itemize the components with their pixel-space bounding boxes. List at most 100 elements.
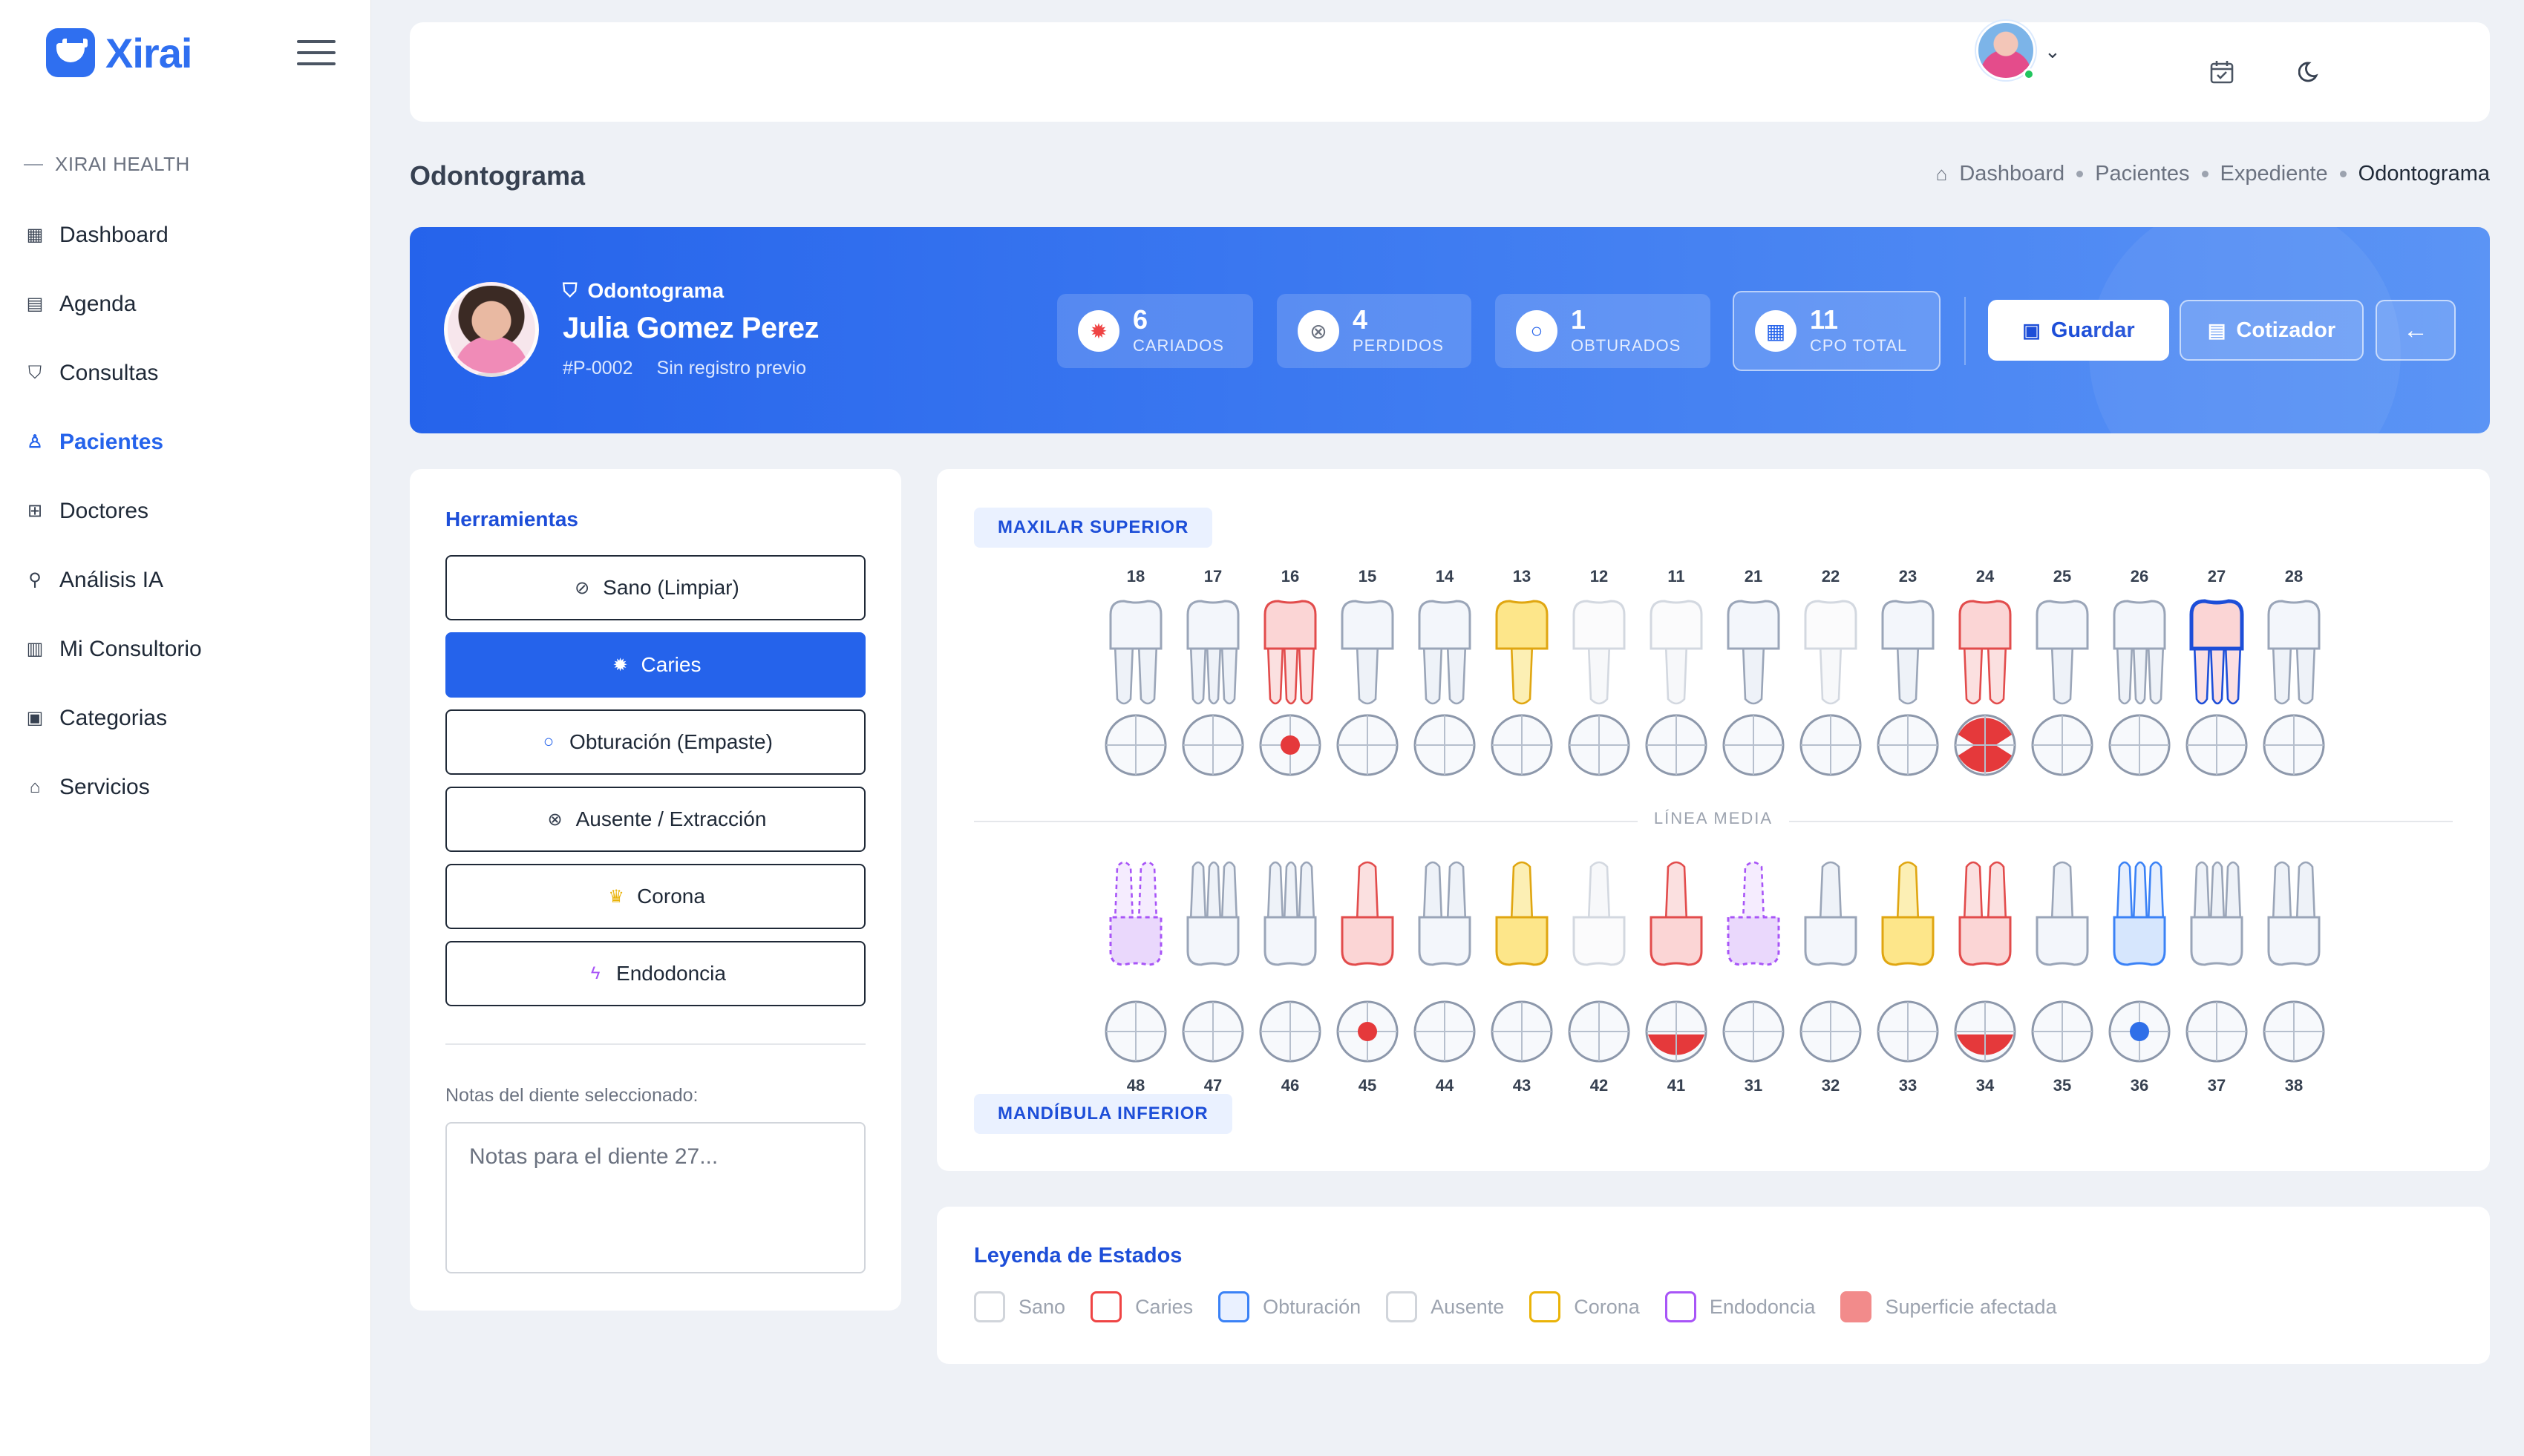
tooth-shape[interactable]: [2261, 597, 2327, 708]
tooth-shape[interactable]: [2184, 858, 2249, 969]
tooth-shape[interactable]: [1412, 858, 1477, 969]
calendar-check-icon[interactable]: [2203, 53, 2240, 91]
menu-toggle-icon[interactable]: [297, 40, 336, 67]
tooth-shape[interactable]: [1489, 858, 1554, 969]
tooth-shape[interactable]: [1875, 597, 1941, 708]
tooth-shape[interactable]: [1335, 858, 1400, 969]
tooth-surface-diagram[interactable]: [1798, 999, 1863, 1064]
tooth-surface-diagram[interactable]: [1489, 999, 1554, 1064]
tooth-shape[interactable]: [1721, 858, 1786, 969]
tooth-shape[interactable]: [1566, 597, 1632, 708]
tooth-23[interactable]: 23: [1875, 567, 1941, 800]
tooth-surface-diagram[interactable]: [1335, 999, 1400, 1064]
tooth-22[interactable]: 22: [1798, 567, 1863, 800]
dark-mode-moon-icon[interactable]: [2292, 53, 2330, 91]
tool-virus-button[interactable]: ✹ Caries: [445, 632, 866, 698]
tooth-17[interactable]: 17: [1180, 567, 1246, 800]
save-button[interactable]: ▣ Guardar: [1988, 300, 2169, 361]
tooth-surface-diagram[interactable]: [1103, 712, 1168, 778]
tool-x-circle-button[interactable]: ⊗ Ausente / Extracción: [445, 787, 866, 852]
tooth-surface-diagram[interactable]: [1566, 999, 1632, 1064]
tooth-shape[interactable]: [2107, 858, 2172, 969]
tooth-surface-diagram[interactable]: [1952, 999, 2018, 1064]
tooth-47[interactable]: 47: [1180, 858, 1246, 1095]
tooth-26[interactable]: 26: [2107, 567, 2172, 800]
tooth-surface-diagram[interactable]: [1258, 999, 1323, 1064]
tooth-12[interactable]: 12: [1566, 567, 1632, 800]
app-logo[interactable]: Xirai: [46, 28, 192, 77]
tooth-shape[interactable]: [1721, 597, 1786, 708]
tooth-27[interactable]: 27: [2184, 567, 2249, 800]
tooth-shape[interactable]: [1335, 597, 1400, 708]
tooth-surface-diagram[interactable]: [2107, 712, 2172, 778]
tooth-46[interactable]: 46: [1258, 858, 1323, 1095]
tooth-34[interactable]: 34: [1952, 858, 2018, 1095]
quote-button[interactable]: ▤ Cotizador: [2180, 300, 2364, 361]
tooth-28[interactable]: 28: [2261, 567, 2327, 800]
tooth-surface-diagram[interactable]: [1721, 999, 1786, 1064]
tooth-surface-diagram[interactable]: [2261, 999, 2327, 1064]
tooth-shape[interactable]: [1258, 858, 1323, 969]
tooth-shape[interactable]: [1644, 858, 1709, 969]
tooth-shape[interactable]: [1798, 858, 1863, 969]
tooth-surface-diagram[interactable]: [1258, 712, 1323, 778]
tooth-shape[interactable]: [1103, 597, 1168, 708]
tooth-shape[interactable]: [1875, 858, 1941, 969]
tooth-shape[interactable]: [1180, 597, 1246, 708]
tooth-shape[interactable]: [2030, 858, 2095, 969]
tooth-25[interactable]: 25: [2030, 567, 2095, 800]
tooth-surface-diagram[interactable]: [1489, 712, 1554, 778]
tooth-42[interactable]: 42: [1566, 858, 1632, 1095]
tooth-shape[interactable]: [1798, 597, 1863, 708]
tooth-surface-diagram[interactable]: [1721, 712, 1786, 778]
tooth-shape[interactable]: [2030, 597, 2095, 708]
tooth-surface-diagram[interactable]: [2184, 712, 2249, 778]
tooth-surface-diagram[interactable]: [1335, 712, 1400, 778]
sidebar-item-servicios[interactable]: ⌂ Servicios: [24, 752, 350, 822]
sidebar-item-dashboard[interactable]: ▦ Dashboard: [24, 200, 350, 269]
tooth-shape[interactable]: [1644, 597, 1709, 708]
sidebar-item-análisis-ia[interactable]: ⚲ Análisis IA: [24, 545, 350, 614]
tooth-surface-diagram[interactable]: [2261, 712, 2327, 778]
tooth-surface-diagram[interactable]: [1412, 999, 1477, 1064]
sidebar-item-mi-consultorio[interactable]: ▥ Mi Consultorio: [24, 614, 350, 683]
tooth-shape[interactable]: [1103, 858, 1168, 969]
breadcrumb-expediente[interactable]: Expediente: [2220, 162, 2328, 186]
back-button[interactable]: ←: [2376, 300, 2456, 361]
sidebar-item-agenda[interactable]: ▤ Agenda: [24, 269, 350, 338]
tool-circle-button[interactable]: ○ Obturación (Empaste): [445, 709, 866, 775]
tooth-surface-diagram[interactable]: [1875, 712, 1941, 778]
tooth-48[interactable]: 48: [1103, 858, 1168, 1095]
tooth-18[interactable]: 18: [1103, 567, 1168, 800]
tooth-surface-diagram[interactable]: [1644, 999, 1709, 1064]
breadcrumb-pacientes[interactable]: Pacientes: [2095, 162, 2190, 186]
tooth-shape[interactable]: [1566, 858, 1632, 969]
tooth-surface-diagram[interactable]: [2030, 999, 2095, 1064]
tooth-surface-diagram[interactable]: [1103, 999, 1168, 1064]
tooth-surface-diagram[interactable]: [2184, 999, 2249, 1064]
user-avatar[interactable]: [1976, 21, 2036, 80]
tooth-35[interactable]: 35: [2030, 858, 2095, 1095]
tooth-38[interactable]: 38: [2261, 858, 2327, 1095]
tooth-surface-diagram[interactable]: [1412, 712, 1477, 778]
tooth-24[interactable]: 24: [1952, 567, 2018, 800]
tool-bolt-button[interactable]: ϟ Endodoncia: [445, 941, 866, 1006]
tooth-shape[interactable]: [1258, 597, 1323, 708]
tooth-shape[interactable]: [1489, 597, 1554, 708]
tool-crown-button[interactable]: ♛ Corona: [445, 864, 866, 929]
sidebar-item-doctores[interactable]: ⊞ Doctores: [24, 476, 350, 545]
tooth-surface-diagram[interactable]: [2030, 712, 2095, 778]
tooth-44[interactable]: 44: [1412, 858, 1477, 1095]
tooth-21[interactable]: 21: [1721, 567, 1786, 800]
tooth-45[interactable]: 45: [1335, 858, 1400, 1095]
tooth-16[interactable]: 16: [1258, 567, 1323, 800]
tooth-surface-diagram[interactable]: [1644, 712, 1709, 778]
sidebar-item-categorias[interactable]: ▣ Categorias: [24, 683, 350, 752]
tooth-surface-diagram[interactable]: [2107, 999, 2172, 1064]
sidebar-item-consultas[interactable]: ⛉ Consultas: [24, 338, 350, 407]
tooth-13[interactable]: 13: [1489, 567, 1554, 800]
tooth-notes-textarea[interactable]: [445, 1122, 866, 1273]
chevron-down-icon[interactable]: ⌄: [2044, 40, 2061, 62]
tooth-shape[interactable]: [2184, 597, 2249, 708]
tooth-41[interactable]: 41: [1644, 858, 1709, 1095]
